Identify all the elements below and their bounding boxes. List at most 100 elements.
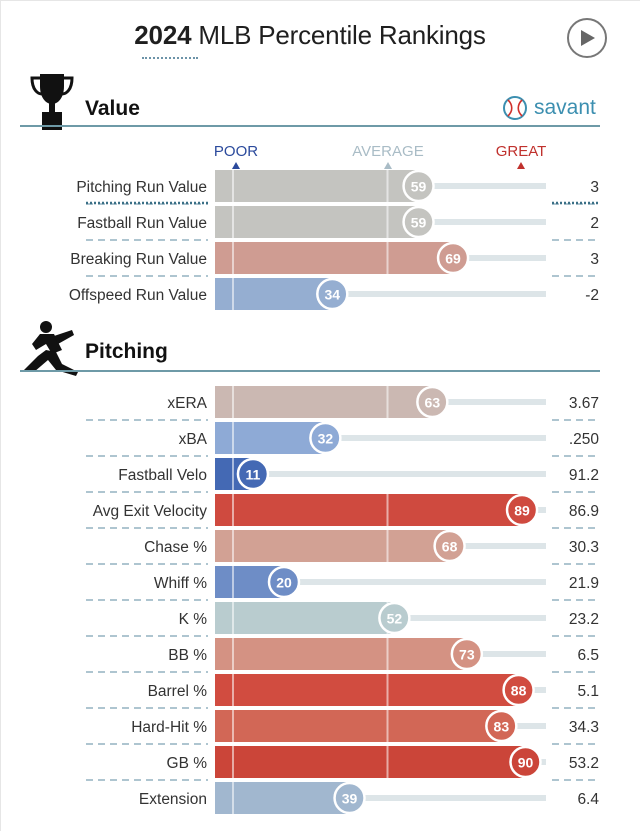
metric-label-avg-exit-velocity: Avg Exit Velocity — [93, 503, 208, 520]
scale-poor-arrow — [232, 162, 240, 169]
percentile-bar-k — [215, 602, 395, 634]
percentile-value-fastball-run-value: 59 — [411, 215, 427, 231]
percentile-value-offspeed-run-value: 34 — [325, 287, 341, 303]
percentile-marker-hard-hit — [485, 709, 518, 743]
percentile-value-barrel: 88 — [511, 683, 527, 699]
percentile-marker-breaking-run-value — [436, 241, 470, 275]
percentile-bar-whiff — [215, 566, 284, 598]
metric-value-offspeed-run-value: -2 — [585, 287, 599, 304]
percentile-marker-k — [378, 601, 411, 635]
page-title: 2024 MLB Percentile Rankings — [0, 20, 620, 51]
percentile-value-extension: 39 — [342, 791, 358, 807]
baseball-icon — [503, 96, 527, 120]
metric-value-k: 23.2 — [569, 611, 599, 628]
metric-value-hard-hit: 34.3 — [569, 719, 599, 736]
metric-label-xera: xERA — [167, 395, 207, 412]
percentile-marker-offspeed-run-value — [316, 277, 349, 311]
percentile-bar-chase — [215, 530, 450, 562]
scale-poor-label: POOR — [213, 143, 259, 160]
metric-value-xera: 3.67 — [569, 395, 599, 412]
percentile-value-chase: 68 — [442, 539, 458, 555]
title-text: MLB Percentile Rankings — [198, 20, 486, 50]
metric-label-hard-hit: Hard-Hit % — [131, 719, 207, 736]
percentile-bar-hard-hit — [215, 710, 502, 742]
percentile-value-xera: 63 — [425, 395, 441, 411]
percentile-value-pitching-run-value: 59 — [411, 179, 427, 195]
percentile-marker-pitching-run-value — [402, 169, 435, 203]
percentile-marker-barrel — [502, 673, 535, 707]
metric-value-chase: 30.3 — [569, 539, 599, 556]
metric-label-gb: GB % — [167, 755, 208, 772]
play-icon — [581, 30, 595, 46]
card-top-border — [0, 0, 640, 1]
savant-logo-text: savant — [534, 96, 596, 119]
percentile-marker-chase — [433, 529, 466, 563]
metric-value-barrel: 5.1 — [577, 683, 599, 700]
metric-label-xba: xBA — [179, 431, 208, 448]
percentile-value-xba: 32 — [318, 431, 334, 447]
metric-label-k: K % — [179, 611, 208, 628]
percentile-marker-fastball-velo — [236, 457, 270, 491]
metric-label-extension: Extension — [139, 791, 207, 808]
percentile-marker-extension — [333, 781, 366, 815]
percentile-bar-xba — [215, 422, 326, 454]
metric-label-fastball-velo: Fastball Velo — [118, 467, 207, 484]
percentile-marker-avg-exit-velocity — [505, 493, 539, 527]
trophy-icon — [30, 74, 74, 130]
metric-value-whiff: 21.9 — [569, 575, 599, 592]
section-title-pitching: Pitching — [85, 340, 168, 363]
value-section-divider — [20, 125, 600, 127]
metric-label-offspeed-run-value: Offspeed Run Value — [69, 287, 207, 304]
scale-great-arrow — [517, 162, 525, 169]
percentile-value-k: 52 — [387, 611, 403, 627]
percentile-marker-xba — [309, 421, 342, 455]
percentile-value-bb: 73 — [459, 647, 475, 663]
metric-value-extension: 6.4 — [577, 791, 599, 808]
percentile-bar-gb — [215, 746, 526, 778]
play-button[interactable] — [567, 18, 607, 58]
metric-value-fastball-run-value: 2 — [590, 215, 599, 232]
percentile-bar-avg-exit-velocity — [215, 494, 523, 526]
percentile-marker-xera — [416, 385, 449, 419]
card-left-border — [0, 0, 1, 831]
metric-label-barrel: Barrel % — [148, 683, 208, 700]
percentile-bar-extension — [215, 782, 350, 814]
percentile-bar-xera — [215, 386, 433, 418]
percentile-marker-whiff — [267, 565, 301, 599]
percentile-bar-breaking-run-value — [215, 242, 454, 274]
percentile-bar-bb — [215, 638, 467, 670]
metric-label-pitching-run-value: Pitching Run Value — [76, 179, 207, 196]
percentile-value-fastball-velo: 11 — [246, 467, 261, 483]
year-dropdown-underline — [142, 57, 198, 59]
metric-label-breaking-run-value: Breaking Run Value — [70, 251, 207, 268]
metric-value-avg-exit-velocity: 86.9 — [569, 503, 599, 520]
metric-label-whiff: Whiff % — [154, 575, 207, 592]
percentile-marker-bb — [450, 637, 484, 671]
metric-label-fastball-run-value: Fastball Run Value — [77, 215, 207, 232]
metric-label-bb: BB % — [168, 647, 207, 664]
percentile-bar-offspeed-run-value — [215, 278, 333, 310]
percentile-value-whiff: 20 — [276, 575, 292, 591]
percentile-bar-barrel — [215, 674, 519, 706]
scale-average-arrow — [384, 162, 392, 169]
percentile-value-gb: 90 — [518, 755, 534, 771]
pitching-section-divider — [20, 370, 600, 372]
scale-average-label: AVERAGE — [352, 143, 424, 160]
metric-value-fastball-velo: 91.2 — [569, 467, 599, 484]
percentile-marker-gb — [509, 745, 542, 779]
percentile-bar-pitching-run-value — [215, 170, 419, 202]
metric-value-bb: 6.5 — [577, 647, 599, 664]
percentile-bar-fastball-velo — [215, 458, 253, 490]
percentile-bar-fastball-run-value — [215, 206, 419, 238]
title-year[interactable]: 2024 — [134, 20, 192, 50]
percentile-value-avg-exit-velocity: 89 — [514, 503, 530, 519]
metric-value-xba: .250 — [569, 431, 600, 448]
pitcher-icon — [24, 321, 78, 376]
metric-value-breaking-run-value: 3 — [590, 251, 599, 268]
percentile-value-hard-hit: 83 — [494, 719, 510, 735]
scale-great-label: GREAT — [495, 143, 547, 160]
metric-label-chase: Chase % — [144, 539, 207, 556]
metric-value-pitching-run-value: 3 — [590, 179, 599, 196]
percentile-marker-fastball-run-value — [402, 205, 435, 239]
